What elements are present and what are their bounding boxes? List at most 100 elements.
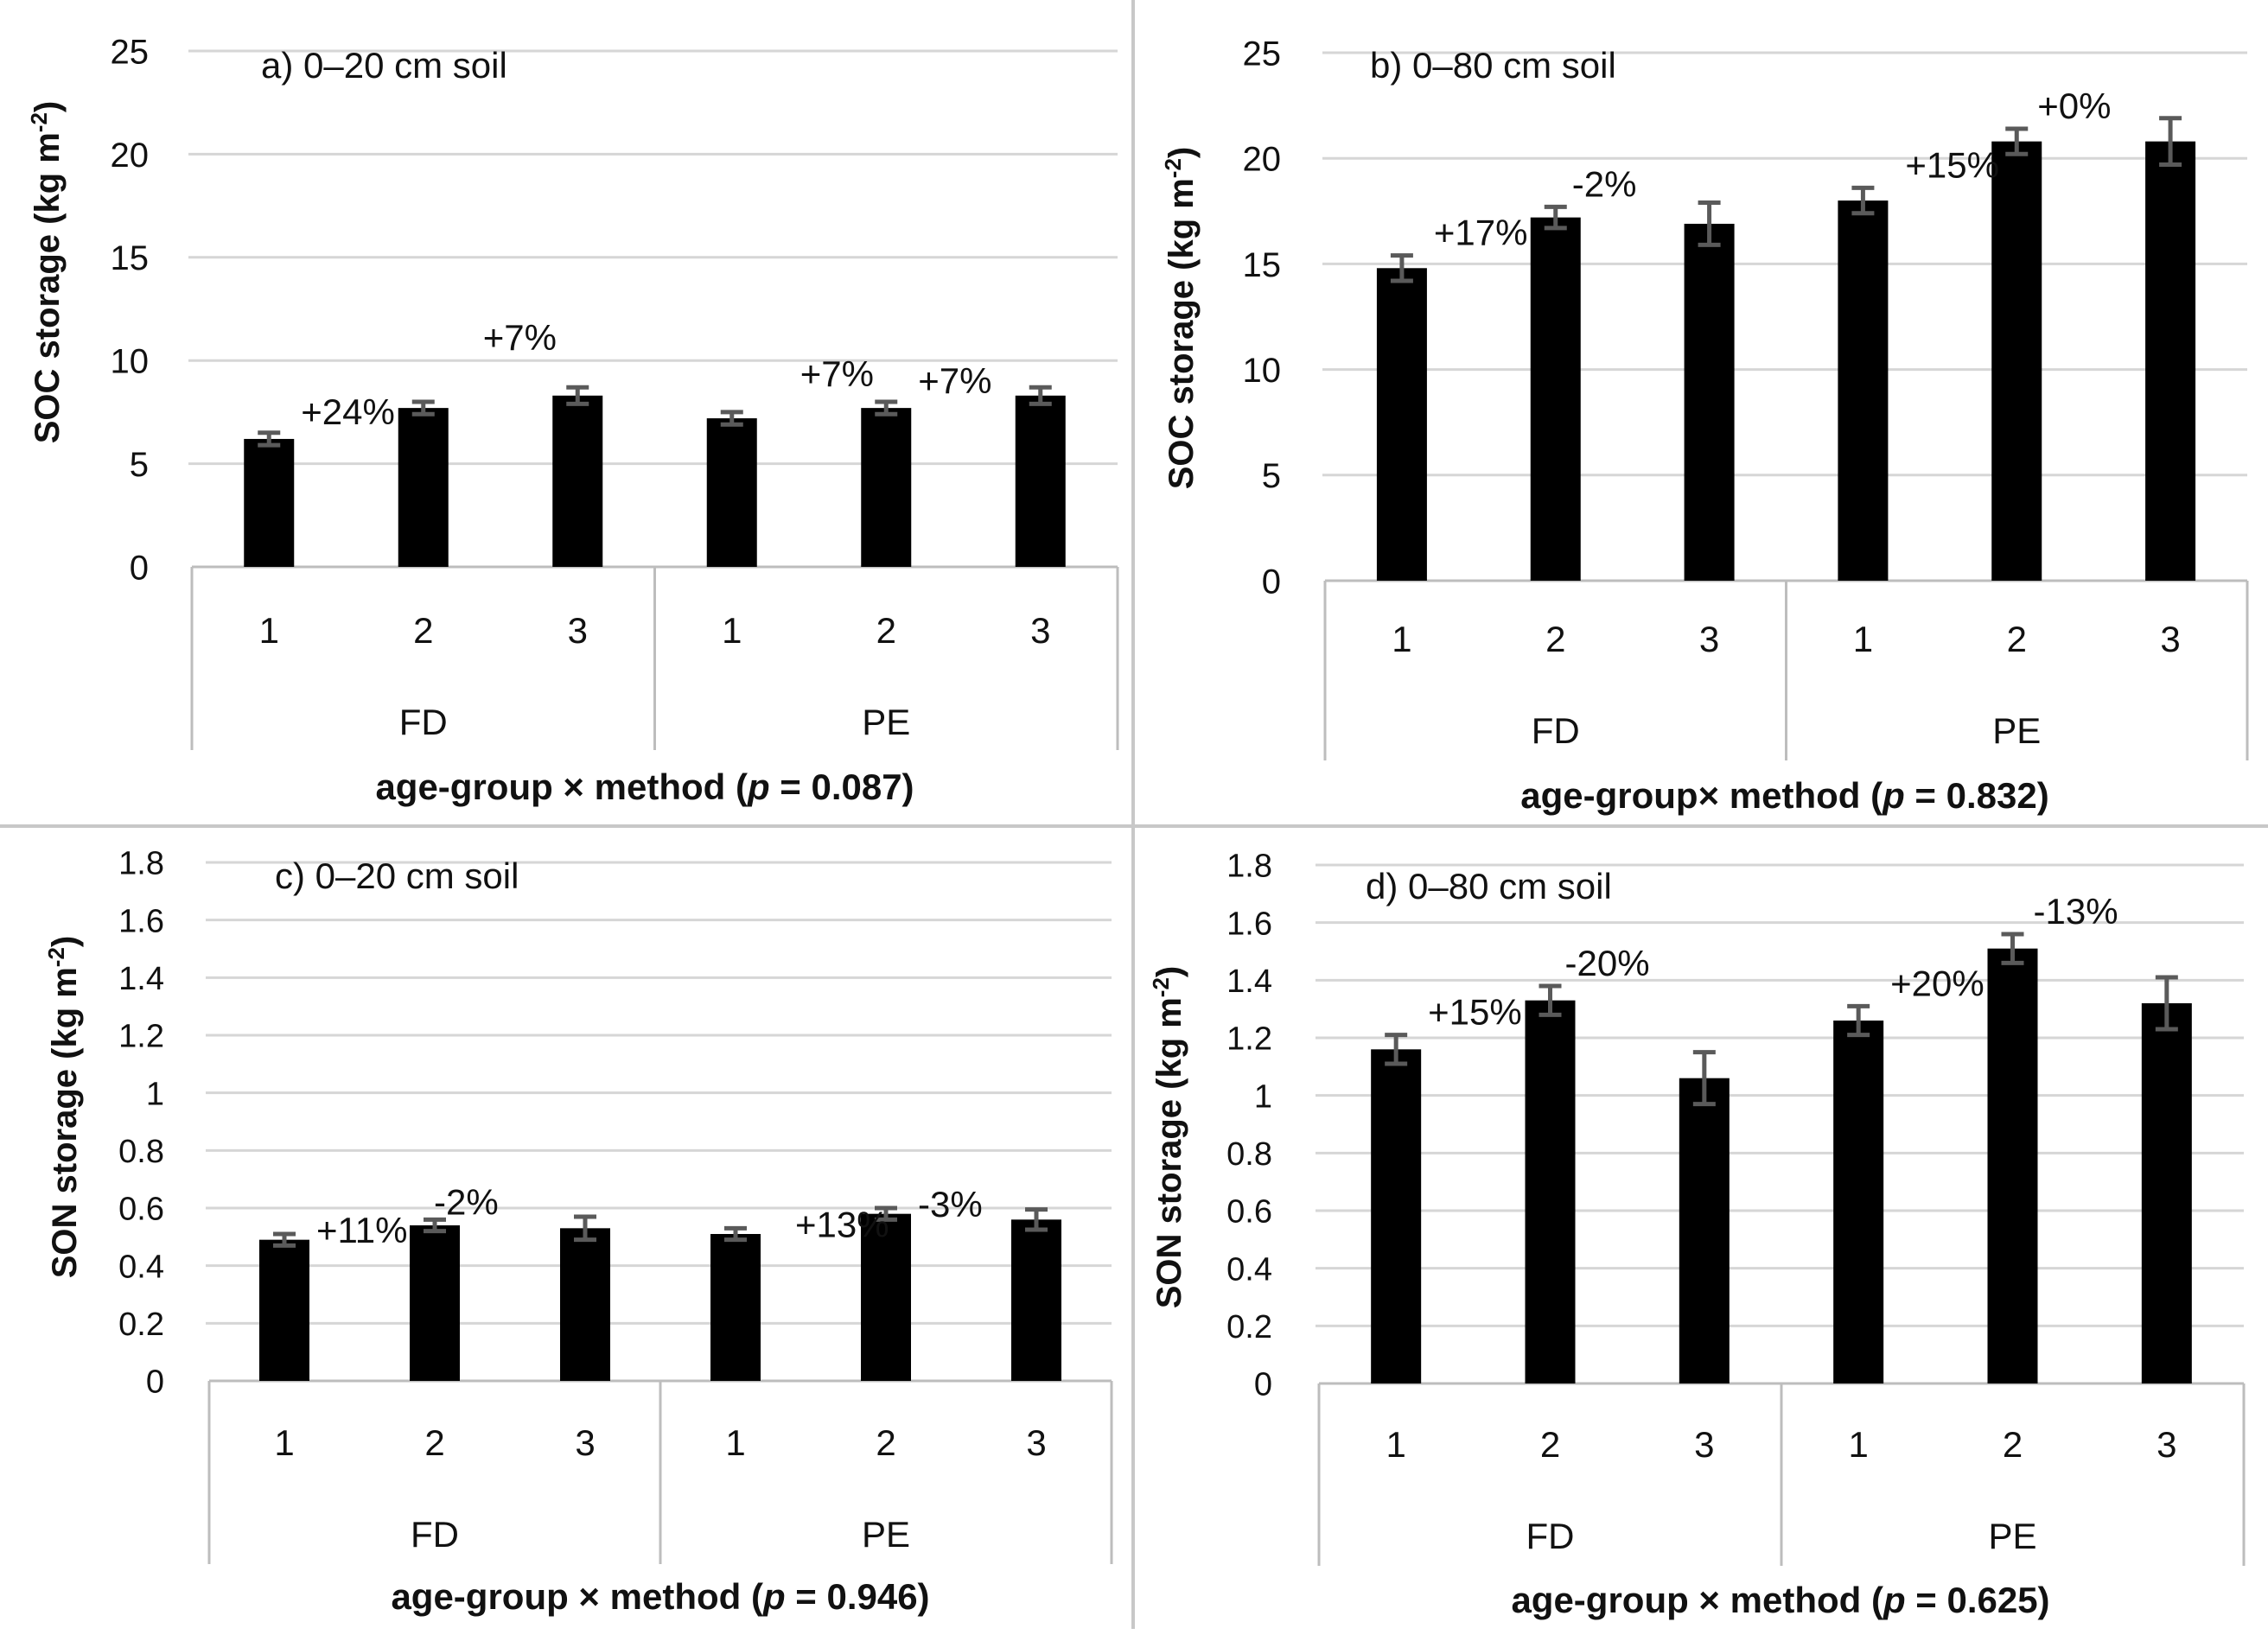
y-axis-label: SON storage (kg m-2)	[43, 936, 84, 1279]
y-tick-label: 0	[146, 1364, 164, 1401]
y-tick-label: 1	[146, 1076, 164, 1112]
percent-annotation: +15%	[1428, 992, 1522, 1033]
y-axis-label: SOC storage (kg m-2)	[1160, 147, 1201, 490]
category-label: 1	[725, 1422, 745, 1463]
y-tick-label: 20	[1243, 141, 1282, 179]
y-tick-label: 0.4	[118, 1249, 164, 1285]
x-axis-label-p: p	[762, 1576, 786, 1617]
category-label: 2	[1540, 1424, 1560, 1465]
x-axis-label-p: p	[1883, 1580, 1906, 1620]
y-tick-label: 5	[1262, 457, 1281, 495]
vertical-divider	[1131, 0, 1135, 1629]
error-bar	[2001, 932, 2024, 965]
panel-title: a) 0–20 cm soil	[261, 45, 507, 86]
percent-annotation: -13%	[2034, 891, 2118, 932]
percent-annotation: +20%	[1890, 963, 1984, 1003]
category-label: 2	[2003, 1424, 2023, 1465]
y-tick-label: 25	[111, 33, 150, 71]
panel-title: d) 0–80 cm soil	[1366, 866, 1612, 906]
category-label: 1	[1853, 619, 1873, 659]
x-axis-label: age-group × method (p = 0.087)	[375, 766, 914, 807]
error-bar	[258, 430, 281, 448]
y-tick-label: 5	[130, 446, 149, 484]
percent-annotation: +13%	[795, 1204, 889, 1244]
error-bar	[875, 399, 898, 417]
percent-annotation: -20%	[1565, 943, 1650, 983]
bar	[1684, 223, 1735, 581]
category-label: 3	[2160, 619, 2180, 659]
error-bar	[411, 399, 435, 417]
category-label: 3	[1026, 1422, 1046, 1463]
y-tick-label: 0	[1254, 1367, 1272, 1403]
error-bar	[2159, 116, 2182, 168]
error-bar	[1698, 200, 1721, 247]
x-axis-label: age-group × method (p = 0.946)	[391, 1576, 929, 1617]
bar	[706, 418, 757, 567]
group-label: PE	[862, 702, 910, 742]
bar	[710, 1234, 761, 1381]
y-axis-label-close: )	[1150, 966, 1188, 977]
category-label: 2	[2007, 619, 2027, 659]
error-bar	[2155, 975, 2178, 1032]
x-axis-label-post: = 0.946)	[786, 1576, 930, 1617]
category-label: 1	[274, 1422, 294, 1463]
error-bar	[1851, 185, 1875, 216]
group-label: FD	[1526, 1516, 1575, 1556]
y-axis-label-base: SOC storage (kg m	[1163, 178, 1201, 489]
y-tick-label: 1	[1254, 1078, 1272, 1115]
y-tick-label: 1.2	[118, 1019, 164, 1055]
bar	[560, 1228, 610, 1381]
x-axis-label-post: = 0.625)	[1906, 1580, 2050, 1620]
category-label: 2	[413, 610, 433, 651]
y-axis-label-superscript: -2	[1148, 977, 1174, 997]
category-label: 3	[1694, 1424, 1714, 1465]
percent-annotation: -2%	[1572, 163, 1637, 204]
category-label: 3	[1030, 610, 1050, 651]
y-tick-label: 1.6	[1226, 906, 1272, 942]
x-axis-label-post: = 0.832)	[1905, 775, 2049, 816]
error-bar	[2005, 126, 2029, 156]
y-axis-label-close: )	[1163, 147, 1201, 158]
x-axis-label-pre: age-group× method (	[1520, 775, 1883, 816]
y-tick-label: 0	[1262, 563, 1281, 601]
category-label: 2	[424, 1422, 444, 1463]
x-axis-label-pre: age-group × method (	[1511, 1580, 1883, 1620]
group-label: PE	[1992, 710, 2041, 751]
y-tick-label: 0	[130, 549, 149, 587]
horizontal-divider	[0, 824, 2268, 828]
bar	[1987, 948, 2038, 1383]
group-label: FD	[411, 1514, 459, 1555]
y-axis-label-superscript: -2	[43, 947, 69, 967]
y-axis-label-superscript: -2	[26, 112, 52, 132]
percent-annotation: +7%	[483, 317, 557, 358]
percent-annotation: +7%	[918, 360, 991, 401]
y-tick-label: 1.8	[118, 846, 164, 882]
bar	[2141, 1003, 2192, 1383]
bar	[410, 1225, 460, 1381]
error-bar	[875, 1205, 897, 1222]
percent-annotation: +17%	[1434, 213, 1528, 253]
error-bar	[1385, 1033, 1408, 1066]
y-axis-label-close: )	[29, 101, 67, 112]
bar	[1525, 1000, 1576, 1383]
y-tick-label: 0.8	[1226, 1136, 1272, 1173]
category-label: 3	[568, 610, 588, 651]
category-label: 3	[1699, 619, 1719, 659]
y-tick-label: 0.2	[118, 1307, 164, 1343]
error-bar	[424, 1217, 446, 1234]
error-bar	[724, 1225, 747, 1243]
y-tick-label: 25	[1243, 35, 1282, 73]
category-label: 3	[575, 1422, 595, 1463]
y-tick-label: 0.6	[1226, 1194, 1272, 1231]
category-label: 1	[1392, 619, 1411, 659]
bar	[1376, 268, 1427, 581]
panel-title: b) 0–80 cm soil	[1370, 45, 1616, 86]
y-axis-label-base: SOC storage (kg m	[29, 132, 67, 443]
x-axis-label-pre: age-group × method (	[375, 766, 748, 807]
x-axis-label-pre: age-group × method (	[391, 1576, 763, 1617]
error-bar	[720, 410, 743, 427]
y-tick-label: 0.8	[118, 1134, 164, 1170]
